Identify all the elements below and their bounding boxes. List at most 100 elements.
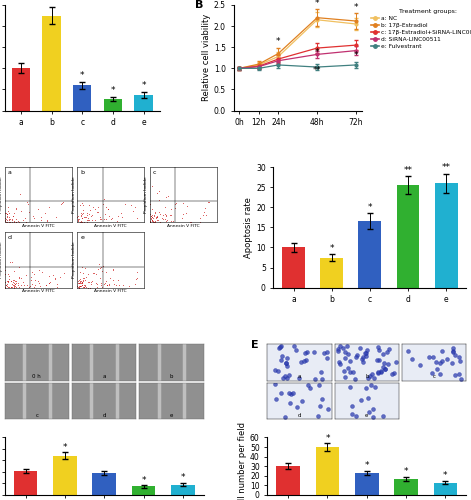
- Point: [432, 358, 439, 366]
- Point: [17, 274, 24, 282]
- Point: [162, 192, 170, 200]
- Point: [113, 218, 121, 226]
- Point: [91, 204, 99, 212]
- Point: [408, 355, 415, 363]
- Point: [5, 276, 13, 283]
- Bar: [397, 185, 419, 288]
- Text: e: e: [170, 412, 173, 418]
- Point: [169, 217, 176, 225]
- Point: [297, 358, 304, 366]
- Point: [152, 212, 160, 220]
- Point: [310, 348, 317, 356]
- Point: [336, 342, 344, 349]
- Point: [457, 357, 464, 365]
- Point: [10, 280, 17, 287]
- Point: [78, 279, 86, 287]
- Point: [17, 206, 24, 214]
- Point: [167, 205, 174, 213]
- Point: [81, 276, 89, 284]
- Point: [455, 354, 463, 362]
- Point: [132, 274, 139, 282]
- Point: [79, 276, 86, 284]
- Text: 0 h: 0 h: [32, 374, 41, 379]
- Point: [103, 280, 111, 288]
- Point: [85, 216, 93, 224]
- Point: [91, 216, 98, 224]
- Point: [438, 347, 446, 355]
- Point: [5, 214, 13, 222]
- Point: [52, 212, 60, 220]
- Point: [379, 363, 386, 371]
- Point: [151, 218, 158, 226]
- Point: [25, 284, 32, 292]
- Point: [149, 216, 156, 224]
- Point: [42, 280, 49, 288]
- Text: *: *: [354, 3, 358, 12]
- Point: [317, 402, 324, 410]
- Point: [87, 278, 94, 285]
- Point: [148, 211, 155, 219]
- Point: [3, 218, 11, 226]
- Y-axis label: cell number per field: cell number per field: [238, 422, 247, 500]
- Point: [205, 198, 212, 206]
- X-axis label: Annexin V FITC: Annexin V FITC: [22, 224, 55, 228]
- Point: [384, 360, 392, 368]
- Bar: [435, 183, 457, 288]
- Point: [7, 282, 15, 290]
- Point: [279, 374, 287, 382]
- Point: [120, 282, 127, 290]
- Point: [89, 269, 97, 277]
- Point: [75, 282, 82, 290]
- Point: [372, 384, 379, 392]
- Text: *: *: [141, 82, 146, 90]
- Point: [103, 215, 110, 223]
- Point: [1, 208, 9, 216]
- Point: [162, 210, 169, 218]
- Point: [78, 280, 85, 287]
- Point: [78, 210, 85, 218]
- Point: [19, 216, 27, 224]
- Point: [27, 274, 35, 281]
- Point: [452, 351, 459, 359]
- Point: [275, 366, 282, 374]
- Point: [11, 277, 18, 285]
- Point: [131, 204, 138, 212]
- Point: [37, 213, 44, 221]
- Point: [10, 218, 17, 226]
- Point: [16, 273, 23, 281]
- Point: [164, 192, 172, 200]
- Point: [12, 276, 20, 284]
- Point: [115, 282, 123, 290]
- Point: [77, 218, 84, 226]
- Point: [3, 213, 10, 221]
- Point: [3, 210, 11, 218]
- Point: [10, 216, 18, 224]
- Point: [88, 211, 96, 219]
- Point: [76, 282, 84, 290]
- Text: c: c: [433, 374, 436, 379]
- Point: [80, 282, 88, 290]
- Point: [362, 352, 370, 360]
- Point: [303, 348, 311, 356]
- Point: [73, 213, 81, 221]
- Point: [374, 368, 382, 376]
- Point: [375, 356, 382, 364]
- Point: [282, 360, 290, 368]
- Point: [385, 346, 393, 354]
- Point: [271, 380, 279, 388]
- Point: [81, 283, 88, 291]
- Point: [1, 266, 9, 274]
- Point: [21, 214, 28, 222]
- Point: [187, 218, 195, 226]
- Point: [1, 283, 8, 291]
- Point: [79, 268, 87, 276]
- Point: [439, 356, 446, 364]
- Point: [311, 375, 319, 383]
- Point: [301, 350, 309, 358]
- Point: [79, 277, 87, 285]
- Point: [323, 354, 331, 362]
- Point: [82, 214, 89, 222]
- Point: [94, 204, 102, 212]
- Point: [289, 388, 297, 396]
- Point: [92, 279, 99, 287]
